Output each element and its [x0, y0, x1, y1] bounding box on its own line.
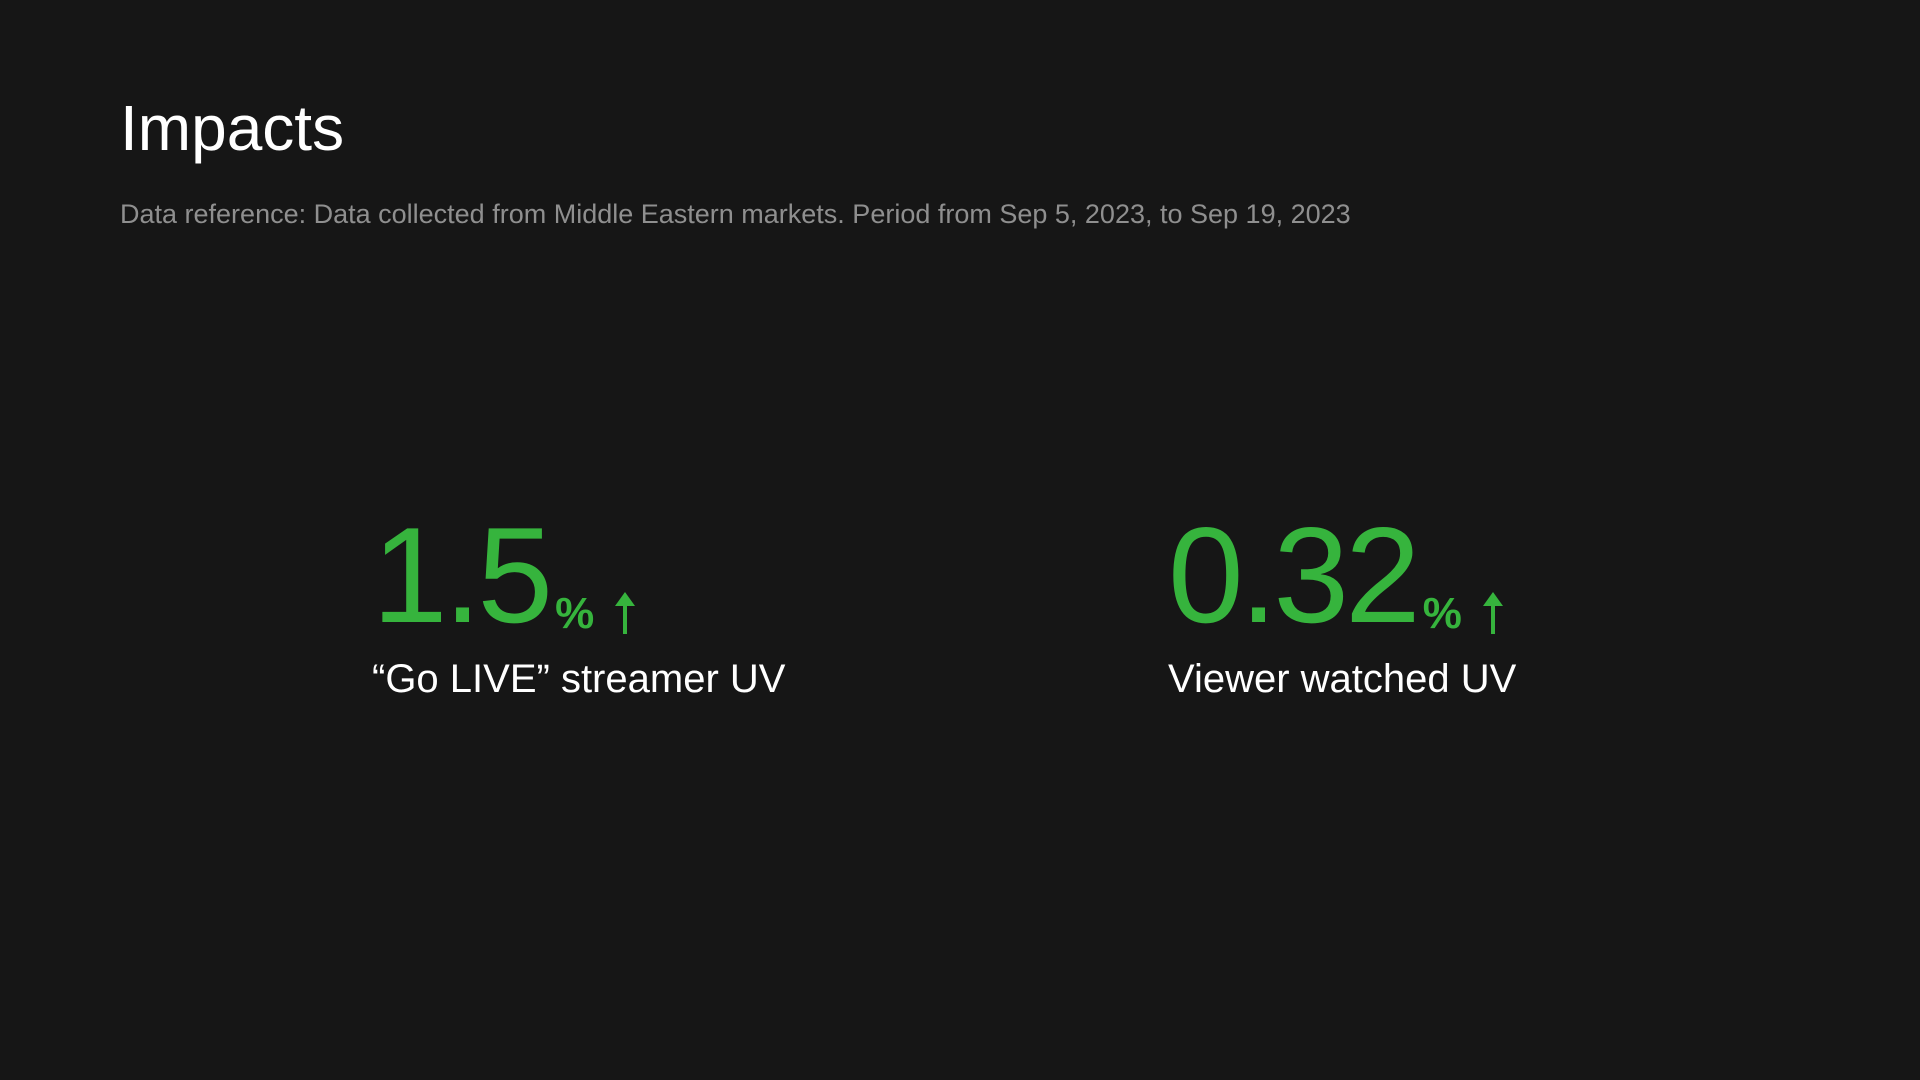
metric-value-row: 0.32 %: [1168, 499, 1516, 651]
metric-value: 0.32: [1168, 499, 1421, 651]
metric-unit: %: [555, 589, 595, 638]
metric-unit: %: [1422, 589, 1462, 638]
arrow-up-icon: [1482, 592, 1503, 634]
metric-viewer-watched-uv: 0.32 % Viewer watched UV: [1168, 499, 1517, 704]
metric-value-row: 1.5 %: [372, 499, 785, 651]
metric-label: Viewer watched UV: [1168, 657, 1517, 701]
metric-go-live-streamer-uv: 1.5 % “Go LIVE” streamer UV: [372, 499, 786, 704]
arrow-up-icon: [615, 592, 636, 634]
page-title: Impacts: [120, 92, 345, 164]
data-reference-note: Data reference: Data collected from Midd…: [120, 199, 1351, 229]
metric-value: 1.5: [372, 499, 553, 651]
metric-label: “Go LIVE” streamer UV: [372, 657, 786, 701]
